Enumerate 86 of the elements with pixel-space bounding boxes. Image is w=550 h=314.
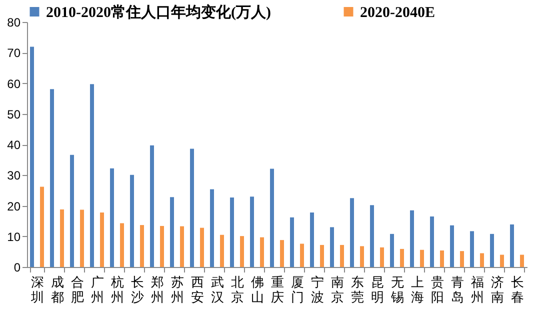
bar	[480, 253, 484, 267]
bar	[140, 225, 144, 267]
bar	[510, 224, 514, 267]
x-tick-label: 北京	[231, 274, 244, 304]
bar	[280, 240, 284, 267]
x-tick-label: 济南	[491, 274, 504, 304]
bar	[150, 145, 154, 267]
x-tick-label: 深圳	[30, 274, 44, 304]
bar	[390, 234, 394, 267]
bar	[500, 254, 504, 267]
x-tick-label: 南京	[331, 274, 344, 304]
x-tick-label: 合肥	[71, 274, 84, 304]
bar	[290, 217, 294, 267]
bar	[60, 209, 64, 267]
bar	[130, 174, 134, 267]
x-tick-label: 无锡	[390, 274, 404, 304]
bar	[50, 89, 54, 267]
y-tick-label: 40	[7, 138, 21, 152]
x-tick-label: 上海	[411, 274, 424, 304]
y-tick-label: 0	[14, 260, 21, 274]
y-tick-label: 20	[7, 199, 21, 214]
x-tick-label: 福州	[471, 274, 484, 304]
legend-label: 2020-2040E	[360, 4, 435, 21]
bar	[470, 231, 474, 267]
y-tick-label: 60	[7, 76, 21, 91]
y-tick-label: 10	[7, 230, 21, 244]
bar	[80, 210, 84, 267]
bar	[90, 84, 94, 267]
bar	[320, 244, 324, 267]
bar	[350, 198, 354, 267]
x-tick-label: 厦门	[291, 274, 304, 304]
bar	[200, 228, 204, 267]
y-tick-label: 30	[7, 168, 21, 183]
x-tick-label: 苏州	[171, 274, 184, 304]
bar	[430, 216, 434, 267]
bar	[410, 210, 414, 267]
bar	[40, 186, 44, 267]
x-tick-label: 重庆	[271, 274, 284, 304]
y-tick-label: 70	[7, 46, 21, 60]
bar	[420, 250, 424, 267]
bar	[370, 205, 374, 267]
bar	[70, 154, 74, 267]
bar	[30, 46, 34, 267]
x-tick-label: 青岛	[451, 274, 464, 304]
bar	[230, 197, 234, 267]
bar	[460, 251, 464, 267]
bar	[100, 212, 104, 267]
x-tick-label: 杭州	[110, 274, 124, 304]
x-tick-label: 长沙	[131, 274, 144, 304]
bar	[170, 197, 174, 267]
bar	[330, 227, 334, 267]
bar	[360, 246, 364, 267]
bar	[310, 212, 314, 267]
legend-label: 2010-2020常住人口年均变化(万人)	[46, 2, 271, 21]
bar	[270, 168, 274, 267]
x-tick-label: 宁波	[311, 274, 324, 304]
x-tick-label: 郑州	[151, 274, 164, 304]
y-tick-label: 50	[7, 107, 21, 122]
x-tick-label: 西安	[191, 274, 204, 304]
x-tick-label: 东莞	[351, 274, 364, 304]
bar	[190, 148, 194, 267]
bar	[110, 168, 114, 267]
bar	[260, 237, 264, 267]
bar	[520, 254, 524, 267]
x-tick-label: 成都	[51, 274, 64, 304]
bar	[440, 250, 444, 267]
x-tick-label: 贵阳	[431, 274, 444, 304]
bar	[210, 189, 214, 267]
bar	[180, 226, 184, 267]
x-tick-label: 长春	[511, 274, 524, 304]
bar	[400, 248, 404, 267]
bar	[240, 236, 244, 267]
x-tick-label: 佛山	[251, 274, 264, 304]
x-tick-label: 广州	[91, 274, 104, 304]
x-tick-label: 昆明	[371, 274, 384, 304]
bar	[250, 196, 254, 267]
bar	[450, 225, 454, 267]
bar	[490, 234, 494, 267]
bar	[340, 244, 344, 267]
bar	[120, 223, 124, 267]
bar	[160, 226, 164, 267]
bar	[220, 234, 224, 267]
x-tick-label: 武汉	[211, 274, 224, 304]
bar	[300, 244, 304, 267]
y-tick-label: 80	[7, 16, 21, 30]
bar	[380, 247, 384, 267]
